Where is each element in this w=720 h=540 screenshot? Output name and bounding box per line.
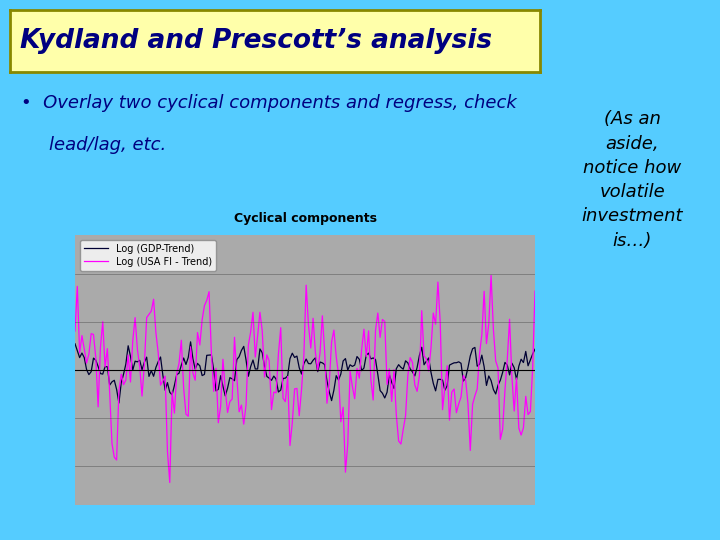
Log (USA FI - Trend) bbox=[89, 331, 98, 338]
Text: Kydland and Prescott’s analysis: Kydland and Prescott’s analysis bbox=[19, 28, 492, 54]
Log (USA FI - Trend) bbox=[71, 328, 79, 334]
Log (USA FI - Trend) bbox=[156, 382, 165, 388]
Log (USA FI - Trend) bbox=[496, 436, 505, 443]
Line: Log (USA FI - Trend): Log (USA FI - Trend) bbox=[75, 275, 535, 483]
Log (USA FI - Trend) bbox=[487, 272, 495, 279]
Log (USA FI - Trend) bbox=[531, 288, 539, 294]
Log (USA FI - Trend) bbox=[512, 375, 521, 381]
Log (GDP-Trend) bbox=[512, 376, 521, 383]
Log (GDP-Trend) bbox=[531, 346, 539, 353]
Line: Log (GDP-Trend): Log (GDP-Trend) bbox=[75, 342, 535, 403]
Text: •  Overlay two cyclical components and regress, check: • Overlay two cyclical components and re… bbox=[21, 93, 517, 111]
Log (GDP-Trend) bbox=[99, 371, 107, 377]
Log (GDP-Trend) bbox=[186, 339, 195, 345]
Text: (As an
aside,
notice how
volatile
investment
is…): (As an aside, notice how volatile invest… bbox=[582, 110, 683, 249]
Log (USA FI - Trend) bbox=[166, 480, 174, 486]
Text: lead/lag, etc.: lead/lag, etc. bbox=[49, 136, 166, 154]
Log (GDP-Trend) bbox=[158, 372, 167, 378]
Log (USA FI - Trend) bbox=[99, 319, 107, 325]
Log (GDP-Trend) bbox=[496, 377, 505, 383]
Log (USA FI - Trend) bbox=[196, 342, 204, 348]
Legend: Log (GDP-Trend), Log (USA FI - Trend): Log (GDP-Trend), Log (USA FI - Trend) bbox=[80, 240, 216, 271]
Log (GDP-Trend) bbox=[114, 400, 123, 406]
Log (GDP-Trend) bbox=[71, 341, 79, 347]
Text: Cyclical components: Cyclical components bbox=[233, 212, 377, 225]
Log (GDP-Trend) bbox=[89, 355, 98, 361]
Log (GDP-Trend) bbox=[198, 373, 207, 379]
